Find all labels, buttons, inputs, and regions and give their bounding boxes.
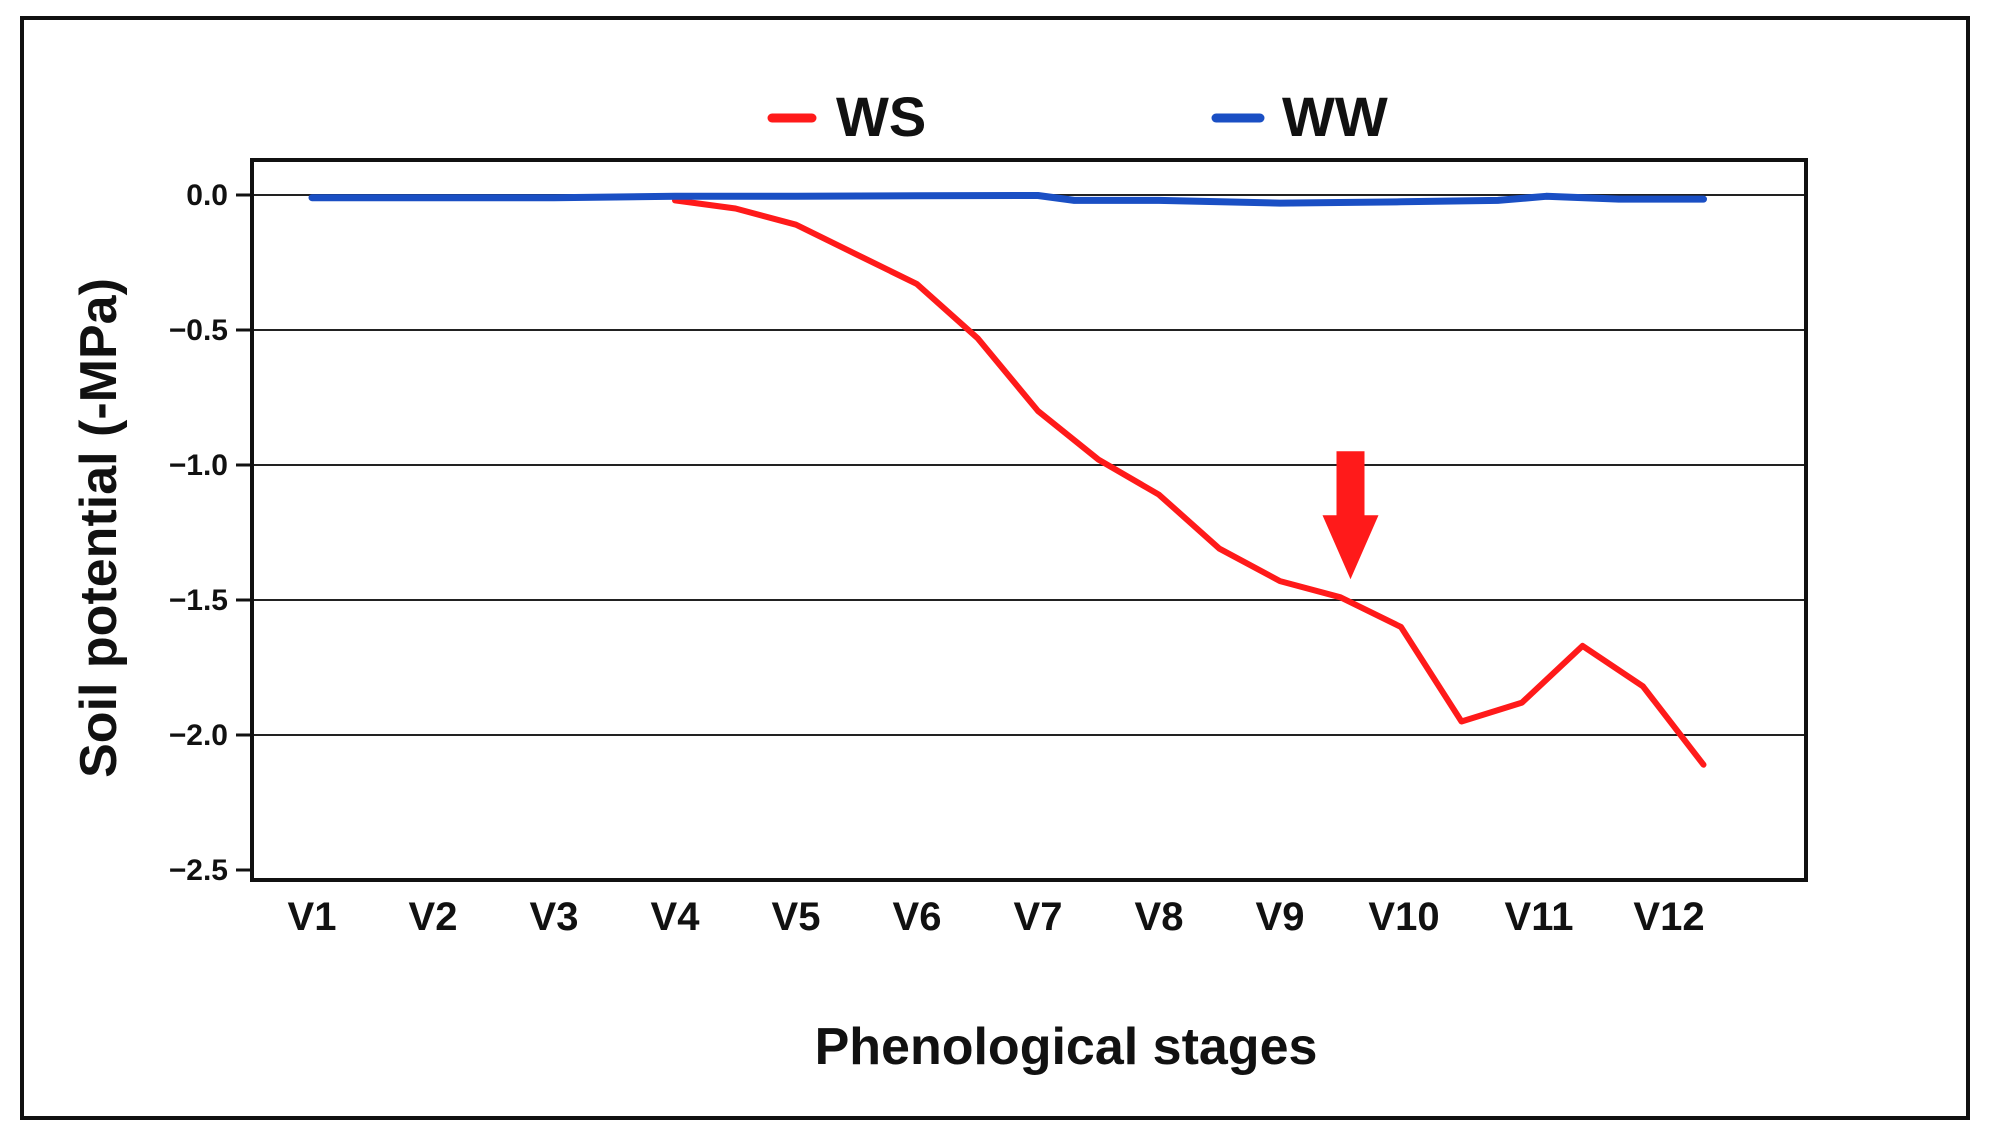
figure-frame bbox=[20, 16, 1970, 1120]
x-tick-label: V8 bbox=[1135, 895, 1184, 939]
y-tick-labels: 0.0 −0.5 −1.0 −1.5 −2.0 −2.5 bbox=[169, 179, 252, 887]
y-tick-label: −1.0 bbox=[169, 449, 228, 482]
series-line-ww bbox=[308, 192, 1707, 207]
x-tick-label: V4 bbox=[651, 895, 701, 939]
x-tick-label: V9 bbox=[1256, 895, 1305, 939]
x-tick-label: V12 bbox=[1633, 895, 1704, 939]
plot-border bbox=[250, 158, 1808, 882]
y-tick-label: −0.5 bbox=[169, 314, 228, 347]
series-lines bbox=[308, 192, 1707, 768]
x-tick-label: V11 bbox=[1505, 895, 1574, 939]
down-arrow-icon bbox=[1322, 451, 1379, 580]
x-tick-label: V10 bbox=[1368, 895, 1439, 939]
legend-ws-label: WS bbox=[836, 85, 926, 148]
series-line-ws bbox=[672, 197, 1707, 768]
x-tick-label: V2 bbox=[409, 895, 458, 939]
x-tick-label: V7 bbox=[1014, 895, 1063, 939]
plot-area-background bbox=[96, 118, 1836, 963]
x-tick-label: V1 bbox=[288, 895, 337, 939]
y-tick-label: −1.5 bbox=[169, 584, 228, 617]
x-axis-title: Phenological stages bbox=[815, 1018, 1318, 1076]
legend: WS WW bbox=[767, 85, 1388, 148]
x-tick-labels: V1 V2 V3 V4 V5 V6 V7 V8 V9 V10 V11 V12 bbox=[288, 895, 1705, 939]
x-tick-label: V5 bbox=[772, 895, 821, 939]
x-tick-label: V6 bbox=[893, 895, 942, 939]
annotations bbox=[1322, 451, 1379, 580]
y-axis-title: Soil potential (-MPa) bbox=[70, 278, 128, 778]
y-tick-label: −2.0 bbox=[169, 719, 228, 752]
legend-ww-label: WW bbox=[1282, 85, 1388, 148]
y-tick-label: 0.0 bbox=[186, 179, 228, 212]
y-tick-label: −2.5 bbox=[169, 854, 228, 887]
x-tick-label: V3 bbox=[530, 895, 579, 939]
